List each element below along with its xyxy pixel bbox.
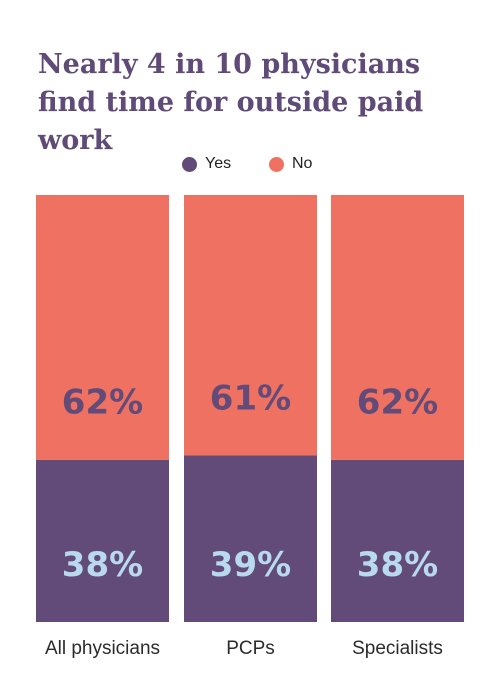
- data-label-no-2: 61%: [210, 378, 291, 418]
- data-label-yes-1: 38%: [62, 545, 143, 585]
- category-label-2: PCPs: [226, 638, 275, 659]
- legend-swatch-no: [269, 156, 284, 172]
- data-label-no-3: 62%: [357, 383, 438, 423]
- bar-yes-1: [36, 459, 169, 622]
- legend-label-yes: Yes: [205, 155, 232, 172]
- bar-yes-3: [331, 459, 464, 622]
- data-label-yes-2: 39%: [210, 545, 291, 585]
- legend: Yes No: [0, 152, 500, 176]
- legend-label-no: No: [292, 155, 313, 172]
- bar-no-2: [184, 195, 317, 456]
- legend-item-yes: Yes: [182, 152, 231, 176]
- category-label-1: All physicians: [45, 638, 160, 659]
- category-label-3: Specialists: [352, 638, 443, 659]
- bar-yes-2: [184, 455, 317, 622]
- data-label-yes-3: 38%: [357, 545, 438, 585]
- legend-swatch-yes: [182, 156, 197, 172]
- legend-item-no: No: [269, 152, 312, 176]
- data-label-no-1: 62%: [62, 383, 143, 423]
- chart-title: Nearly 4 in 10 physicians find time for …: [38, 49, 424, 156]
- bar-no-3: [331, 195, 464, 460]
- bar-no-1: [36, 195, 169, 460]
